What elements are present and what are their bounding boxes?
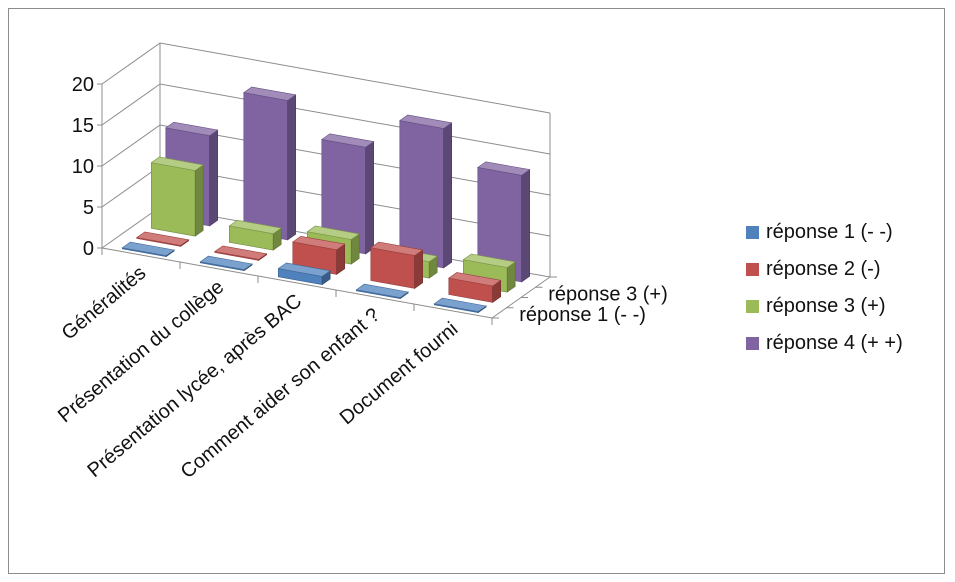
bar-top [433,297,487,312]
bar-top [121,241,175,256]
legend-label: réponse 4 (+ +) [766,332,903,354]
bar-side [365,141,375,255]
bar [151,162,196,237]
gridline [101,42,551,114]
bar-top [477,161,531,176]
bar-side [209,129,218,227]
z-tick-label: réponse 1 (- -) [519,304,646,326]
bar-top [243,86,297,101]
x-tick-label: Présentation du collège [54,276,228,427]
bar-top [370,241,424,256]
bar-top [199,255,253,270]
bar-top [165,121,219,137]
bar-top [355,283,409,298]
bar-top [277,262,331,277]
bar [243,92,289,241]
bar-top [448,272,502,287]
bar-top [306,225,360,240]
bar-top [150,156,204,171]
bar-top [136,231,190,246]
x-tick-label: Comment aider son enfant ? [177,304,384,483]
y-tick-label: 15 [72,115,94,137]
legend-label: réponse 2 (-) [766,258,881,280]
bar-top [321,133,375,148]
bar-side [521,169,531,283]
x-tick-label: Généralités [58,262,150,345]
bar-top [228,219,282,235]
legend-swatch [746,226,759,239]
legend-item: réponse 2 (-) [746,251,903,288]
bar-side [287,94,297,241]
legend-swatch [746,300,759,313]
y-tick-label: 20 [72,74,94,96]
bar-side [443,122,453,269]
legend-swatch [746,263,759,276]
bar-top [292,235,346,251]
legend-item: réponse 1 (- -) [746,214,903,251]
bar-top [214,245,268,260]
legend-item: réponse 4 (+ +) [746,325,903,362]
bar-top [399,114,453,129]
bar-side [414,249,424,289]
legend: réponse 1 (- -) réponse 2 (-) réponse 3 … [746,214,903,362]
y-tick-label: 5 [83,197,94,219]
legend-swatch [746,337,759,350]
z-tick-label: réponse 3 (+) [548,283,668,305]
y-tick-label: 10 [72,156,94,178]
legend-item: réponse 3 (+) [746,288,903,325]
bar [399,120,445,269]
legend-label: réponse 1 (- -) [766,221,893,243]
y-tick-label: 0 [83,238,94,260]
bar-side [194,164,204,237]
bar-top [462,253,516,268]
legend-label: réponse 3 (+) [766,295,886,317]
